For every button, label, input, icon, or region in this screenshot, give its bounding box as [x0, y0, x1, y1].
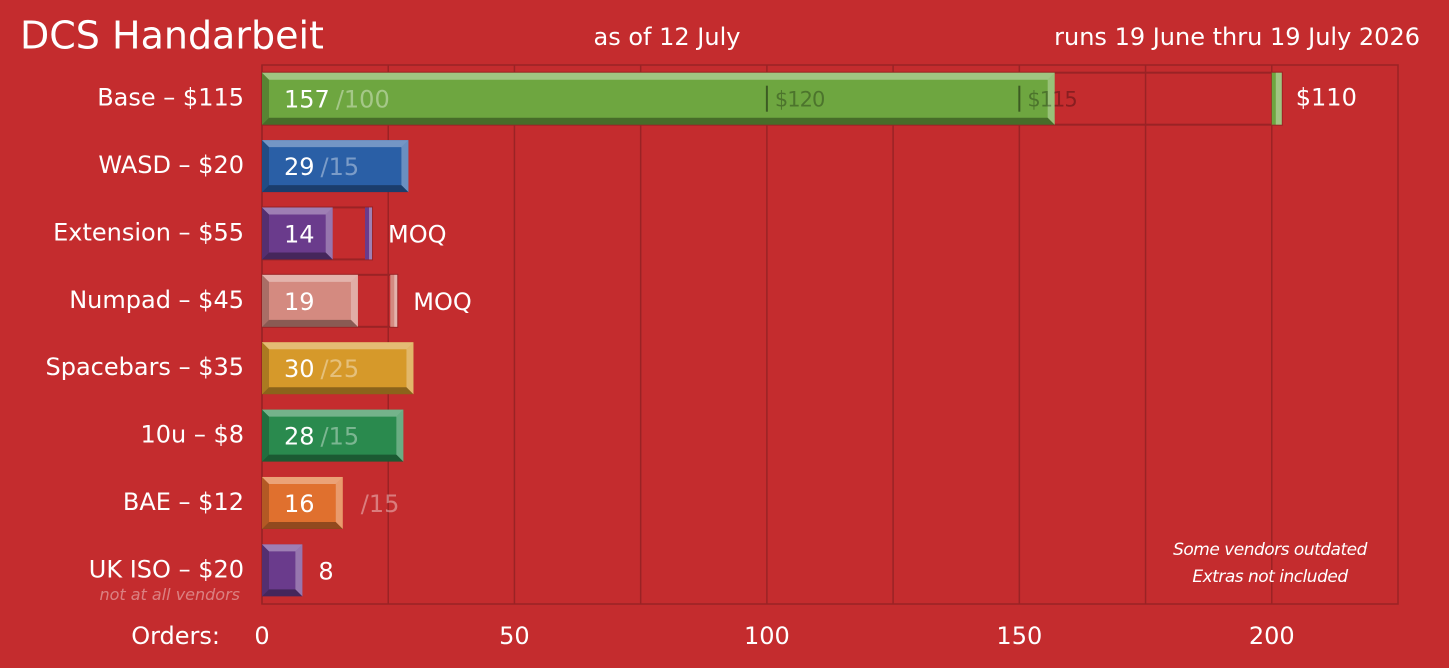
- value-label: 29: [284, 153, 315, 181]
- x-tick-label: 0: [254, 622, 269, 650]
- bar-bevel: [262, 476, 343, 484]
- bar-bevel: [325, 207, 333, 260]
- target-label: MOQ: [413, 288, 472, 316]
- bar: [262, 207, 333, 260]
- bar-bevel: [262, 140, 269, 193]
- x-tick-label: 200: [1249, 622, 1295, 650]
- bar-bevel: [262, 207, 333, 215]
- category-label: Numpad – $45: [69, 286, 244, 314]
- bar-bevel: [262, 342, 414, 350]
- bar-bevel: [262, 342, 269, 395]
- tier-label: $115: [1027, 88, 1076, 112]
- bar-bevel: [335, 476, 343, 529]
- target-label: MOQ: [388, 220, 447, 248]
- target-label: /25: [321, 355, 360, 383]
- x-tick-label: 150: [996, 622, 1042, 650]
- bar: [262, 409, 404, 462]
- target-marker-hi: [369, 207, 373, 260]
- target-marker: [365, 207, 373, 260]
- bar-bevel: [262, 387, 414, 395]
- bar-bevel: [262, 589, 303, 597]
- plot-border: [261, 64, 1399, 605]
- bar-bevel: [262, 521, 343, 529]
- bar-bevel: [262, 319, 358, 327]
- bar-bevel: [262, 409, 404, 417]
- category-label: WASD – $20: [98, 151, 244, 179]
- category-label: Extension – $55: [53, 218, 244, 246]
- category-label: 10u – $8: [140, 421, 244, 449]
- chart-subtitle: as of 12 July: [594, 23, 741, 51]
- bar-bevel: [262, 544, 269, 597]
- chart-title: DCS Handarbeit: [20, 14, 324, 58]
- target-marker: [390, 274, 398, 327]
- bar-bevel: [262, 476, 269, 529]
- x-tick-label: 100: [744, 622, 790, 650]
- bar-bevel: [262, 207, 269, 260]
- target-label: /15: [361, 490, 400, 518]
- bar-bevel: [262, 274, 269, 327]
- target-label: /15: [321, 423, 360, 451]
- x-axis-label: Orders:: [131, 622, 220, 650]
- bar-bevel: [262, 409, 269, 462]
- bar-bevel: [262, 117, 1055, 125]
- bar-bevel: [262, 72, 269, 125]
- bar-bevel: [262, 72, 1055, 80]
- run-period: runs 19 June thru 19 July 2026: [1054, 23, 1420, 51]
- bar: [262, 476, 343, 529]
- annotation: Some vendors outdated: [1173, 540, 1368, 560]
- x-tick-label: 50: [499, 622, 530, 650]
- target-label: /100: [336, 86, 390, 114]
- category-label: Base – $115: [97, 84, 244, 112]
- target-marker-hi: [394, 274, 398, 327]
- category-label: UK ISO – $20: [89, 555, 244, 583]
- bar-bevel: [262, 252, 333, 260]
- target-label: /15: [321, 153, 360, 181]
- bar: [262, 342, 414, 395]
- bar-bevel: [295, 544, 303, 597]
- bar-bevel: [262, 454, 404, 462]
- bar: [262, 140, 409, 193]
- tier-label: $110: [1296, 84, 1357, 112]
- value-label: 19: [284, 288, 315, 316]
- category-label: Spacebars – $35: [45, 353, 244, 381]
- bar: [262, 72, 1055, 125]
- tier-label: $120: [775, 88, 824, 112]
- bar-bevel: [262, 140, 409, 148]
- value-label: 30: [284, 355, 315, 383]
- value-label: 8: [318, 557, 333, 585]
- bar: [262, 274, 358, 327]
- category-label: BAE – $12: [123, 488, 244, 516]
- bar-bevel: [350, 274, 358, 327]
- tier-marker: [1271, 72, 1282, 125]
- value-label: 14: [284, 220, 315, 248]
- bar-bevel: [406, 342, 414, 395]
- bar-bevel: [262, 185, 409, 193]
- bar-bevel: [401, 140, 409, 193]
- value-label: 16: [284, 490, 315, 518]
- bar: [262, 544, 303, 597]
- value-label: 28: [284, 423, 315, 451]
- bar-bevel: [396, 409, 404, 462]
- tier-marker-hi: [1275, 72, 1282, 125]
- annotation: Extras not included: [1192, 567, 1348, 587]
- bar-bevel: [262, 544, 303, 552]
- category-note: not at all vendors: [99, 585, 240, 604]
- value-label: 157: [284, 86, 330, 114]
- bar-bevel: [1047, 72, 1055, 125]
- bar-bevel: [262, 274, 358, 282]
